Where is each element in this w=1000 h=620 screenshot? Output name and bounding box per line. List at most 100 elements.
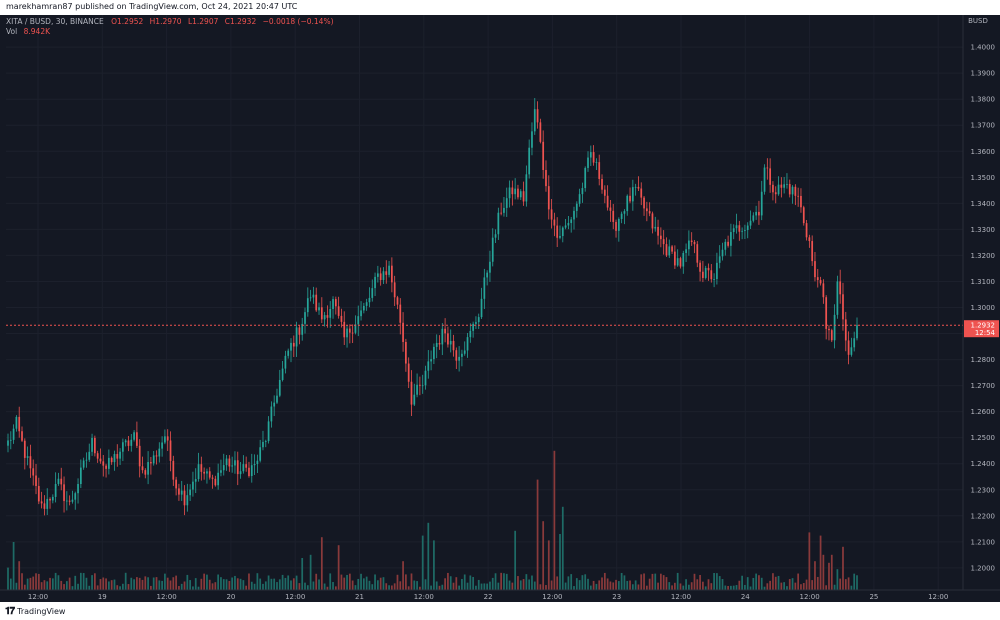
candle <box>828 325 830 341</box>
candle <box>808 234 811 248</box>
volume-bar <box>57 575 60 590</box>
candle-body <box>828 328 830 331</box>
volume-bar <box>21 573 23 590</box>
volume-bar <box>850 585 853 590</box>
candle <box>348 324 351 344</box>
candle <box>830 328 833 343</box>
candle <box>110 456 113 465</box>
candle <box>180 480 183 501</box>
volume-bar <box>783 582 786 590</box>
candle-body <box>668 246 671 256</box>
volume-bar <box>690 582 693 590</box>
candle-body <box>180 490 183 495</box>
volume-bar <box>545 585 547 590</box>
candle-body <box>842 294 844 320</box>
time-tick-label: 12:00 <box>414 593 434 601</box>
candle <box>844 311 847 352</box>
volume-bar <box>494 573 497 590</box>
candle <box>615 219 617 238</box>
candle-body <box>264 441 267 442</box>
candle <box>424 365 427 390</box>
candle <box>220 459 222 477</box>
volume-bar <box>575 578 578 590</box>
volume-bar <box>847 577 850 590</box>
candle-body <box>225 458 228 466</box>
candle <box>847 331 850 365</box>
candle <box>598 154 601 186</box>
candle-body <box>617 218 620 231</box>
volume-bar <box>567 576 570 590</box>
volume-bar <box>292 578 295 590</box>
candle-body <box>35 475 37 487</box>
volume-bar <box>71 586 74 590</box>
candle-body <box>475 322 477 324</box>
candle-body <box>716 262 718 280</box>
candle-body <box>724 241 727 250</box>
candle <box>620 211 623 224</box>
candle <box>671 244 673 254</box>
candle-body <box>570 219 573 223</box>
volume-bar <box>816 576 819 590</box>
candle <box>225 454 228 471</box>
candle-body <box>519 191 522 198</box>
volume-bar <box>466 582 469 590</box>
volume-bar <box>360 573 362 590</box>
candle-body <box>525 174 528 202</box>
volume-bar <box>511 582 514 590</box>
volume-bar <box>542 521 545 590</box>
candle <box>435 334 438 359</box>
volume-bar <box>710 583 713 590</box>
candle <box>640 182 643 206</box>
volume-bar <box>130 577 133 590</box>
candle <box>774 186 777 204</box>
candle-body <box>609 207 612 211</box>
volume-bar <box>295 575 298 590</box>
candle-body <box>603 189 606 196</box>
candle <box>559 225 561 240</box>
candle-body <box>334 299 337 307</box>
price-tag-value: 1.2932 <box>971 322 996 330</box>
candle-body <box>665 244 668 256</box>
candle-body <box>399 304 402 323</box>
volume-bar <box>447 572 449 590</box>
candle <box>517 184 519 200</box>
candle <box>430 350 432 371</box>
candle <box>688 230 690 256</box>
candle <box>276 388 278 405</box>
candle-body <box>419 384 421 386</box>
volume-bar <box>362 578 365 590</box>
candlestick-chart[interactable]: XITA / BUSD, 30, BINANCE O1.2952 H1.2970… <box>0 15 1000 602</box>
candle-body <box>278 379 281 396</box>
volume-bar <box>231 577 234 590</box>
volume-bar <box>273 578 276 590</box>
volume-bar <box>298 583 301 590</box>
volume-bar <box>780 582 783 590</box>
candle <box>54 472 57 503</box>
candle <box>301 317 304 341</box>
candle <box>312 286 315 304</box>
candle <box>735 213 738 234</box>
candle <box>93 435 96 457</box>
candle <box>368 287 371 308</box>
volume-bar <box>234 575 236 590</box>
candle <box>248 461 250 478</box>
candle <box>491 228 494 267</box>
candle-body <box>494 234 497 238</box>
candle <box>536 101 539 129</box>
tradingview-logo[interactable]: 𝟏𝟕 TradingView <box>5 606 65 617</box>
volume-bar <box>306 585 309 590</box>
candle <box>668 239 671 258</box>
candle-body <box>113 454 116 463</box>
chart-area[interactable]: XITA / BUSD, 30, BINANCE O1.2952 H1.2970… <box>0 15 1000 602</box>
candle <box>32 459 35 486</box>
volume-bar <box>559 534 561 590</box>
volume-bar <box>253 583 256 590</box>
volume-bar <box>500 572 503 590</box>
volume-bar <box>214 582 217 590</box>
candle-body <box>769 168 772 185</box>
candle-body <box>545 169 547 187</box>
candle <box>637 176 640 191</box>
candle <box>564 219 567 230</box>
candle <box>483 268 486 309</box>
candle-body <box>819 280 822 284</box>
